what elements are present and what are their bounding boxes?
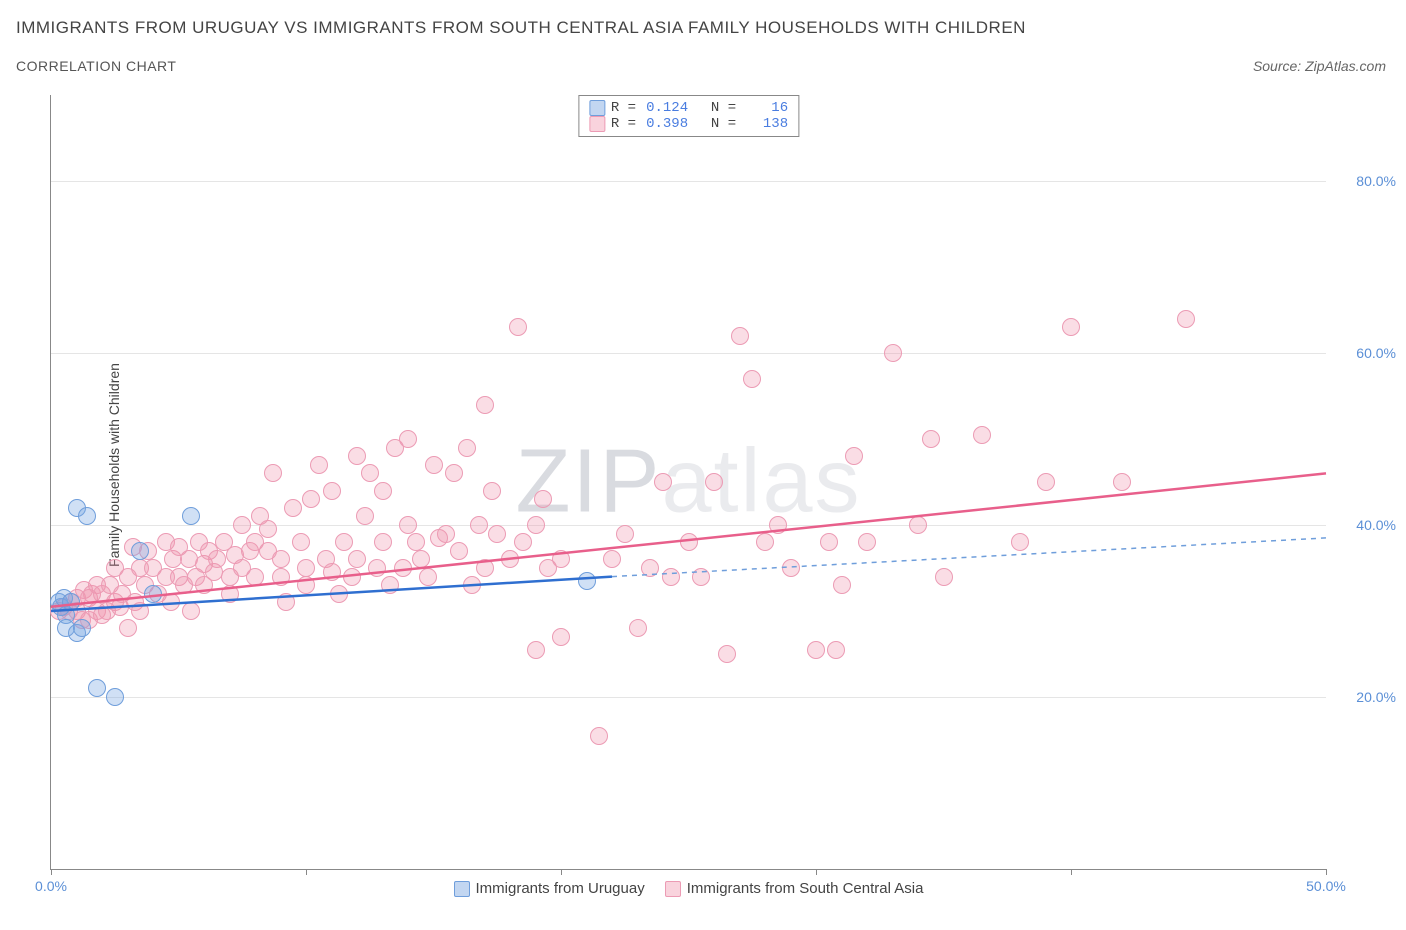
source-label: Source: ZipAtlas.com [1253,58,1386,74]
x-tick [1071,869,1072,875]
legend-swatch-sca [589,116,605,132]
legend-row-uruguay: R =0.124 N =16 [589,100,788,116]
x-tick [561,869,562,875]
y-tick-label: 20.0% [1356,689,1396,705]
x-tick-label: 0.0% [35,878,67,894]
legend-swatch-uruguay [589,100,605,116]
y-tick-label: 80.0% [1356,173,1396,189]
chart-subtitle: CORRELATION CHART [16,58,176,74]
legend-swatch-icon [454,881,470,897]
correlation-legend: R =0.124 N =16 R =0.398 N =138 [578,95,799,137]
y-tick-label: 40.0% [1356,517,1396,533]
legend-item-uruguay: Immigrants from Uruguay [454,880,645,897]
trend-lines-layer [51,95,1326,869]
x-tick [816,869,817,875]
legend-row-sca: R =0.398 N =138 [589,116,788,132]
legend-item-sca: Immigrants from South Central Asia [665,880,924,897]
chart-title: IMMIGRANTS FROM URUGUAY VS IMMIGRANTS FR… [16,18,1026,38]
y-tick-label: 60.0% [1356,345,1396,361]
x-tick [306,869,307,875]
x-tick-label: 50.0% [1306,878,1346,894]
x-tick [51,869,52,875]
legend-label: Immigrants from Uruguay [476,880,645,897]
x-tick [1326,869,1327,875]
chart-plot-area: ZIPatlas R =0.124 N =16 R =0.398 N =138 … [50,95,1326,870]
legend-label: Immigrants from South Central Asia [687,880,924,897]
series-legend: Immigrants from Uruguay Immigrants from … [51,880,1326,897]
legend-swatch-icon [665,881,681,897]
